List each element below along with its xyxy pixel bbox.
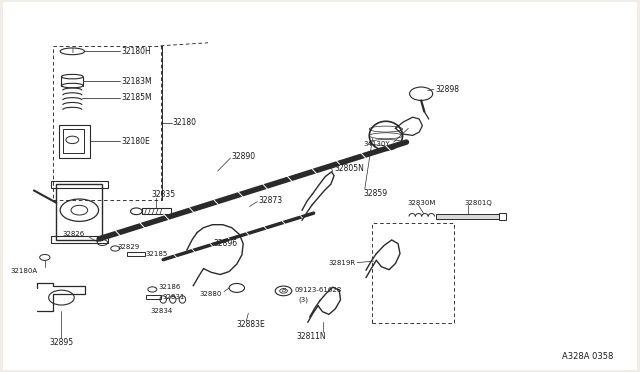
Text: 32819R: 32819R — [329, 260, 356, 266]
Text: A328A 0358: A328A 0358 — [562, 352, 613, 361]
Text: 32898: 32898 — [435, 85, 460, 94]
Bar — [63, 129, 84, 153]
Text: 09123-61628: 09123-61628 — [294, 287, 342, 293]
Text: 32185: 32185 — [146, 251, 168, 257]
Text: 32830M: 32830M — [407, 200, 435, 206]
Bar — [51, 236, 108, 243]
Bar — [146, 295, 161, 299]
Bar — [127, 252, 145, 256]
Text: 32896: 32896 — [213, 239, 237, 248]
Text: 32895: 32895 — [49, 339, 74, 347]
Text: 32873: 32873 — [259, 196, 283, 205]
Text: (3): (3) — [298, 296, 308, 303]
Text: 32826: 32826 — [63, 231, 85, 237]
Bar — [59, 125, 90, 158]
Text: I: I — [71, 48, 74, 54]
Text: 32805N: 32805N — [334, 164, 364, 173]
Text: B: B — [282, 288, 285, 294]
Text: 32180: 32180 — [173, 118, 197, 128]
Bar — [142, 208, 171, 214]
Text: 32831: 32831 — [163, 294, 185, 300]
Text: 32180E: 32180E — [122, 137, 150, 146]
Text: 32834: 32834 — [150, 308, 173, 314]
Text: 34130Y: 34130Y — [364, 141, 390, 147]
Text: 32185M: 32185M — [122, 93, 152, 102]
Text: 32180A: 32180A — [11, 268, 38, 274]
Text: 32180H: 32180H — [122, 47, 151, 56]
Text: 32183M: 32183M — [122, 77, 152, 86]
Text: 32883E: 32883E — [237, 320, 266, 329]
Text: 32890: 32890 — [232, 153, 256, 161]
Bar — [51, 181, 108, 188]
Bar — [436, 214, 499, 219]
Text: 32880: 32880 — [199, 291, 221, 297]
Text: 32859: 32859 — [364, 189, 388, 198]
Text: 32801Q: 32801Q — [465, 200, 492, 206]
Text: 32835: 32835 — [151, 190, 175, 199]
Text: 32829: 32829 — [117, 244, 140, 250]
Bar — [56, 184, 102, 240]
Text: 32811N: 32811N — [296, 332, 326, 341]
Text: 32186: 32186 — [158, 284, 180, 290]
Bar — [499, 213, 506, 220]
